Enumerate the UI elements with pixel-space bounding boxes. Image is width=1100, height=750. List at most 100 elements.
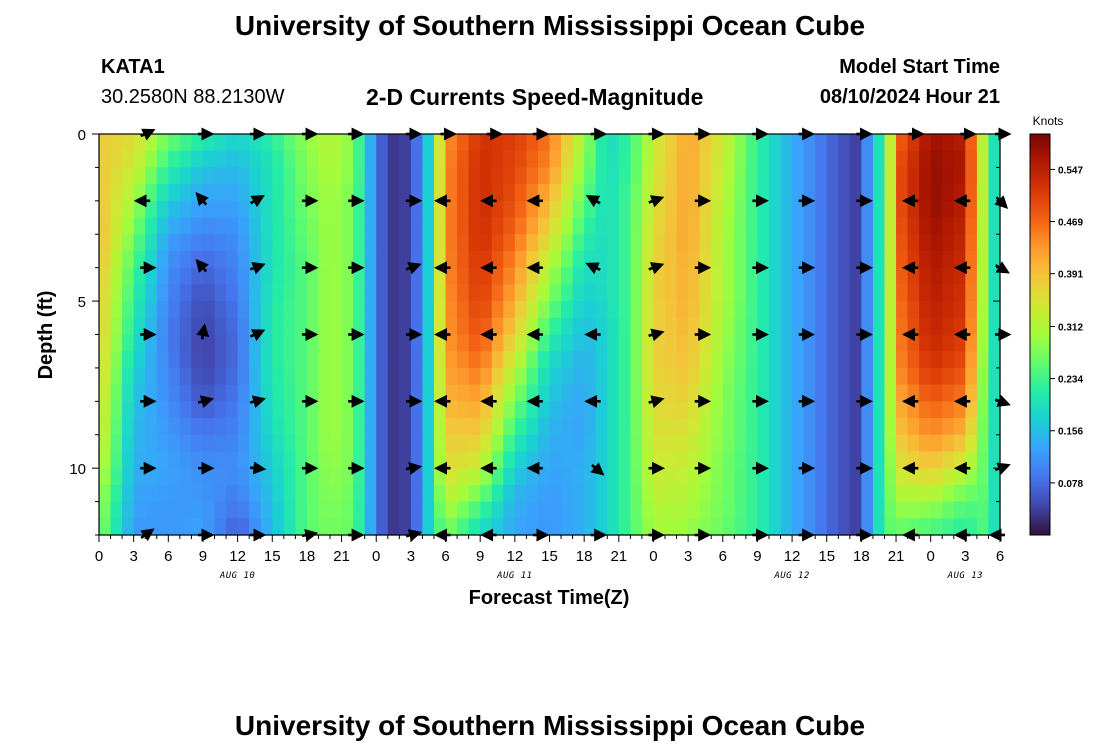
heatmap-cell — [214, 418, 227, 436]
heatmap-cell — [907, 384, 920, 402]
heatmap-cell — [815, 250, 828, 269]
heatmap-cell — [99, 451, 112, 469]
heatmap-cell — [953, 367, 966, 386]
heatmap-cell — [699, 134, 712, 152]
heatmap-cell — [457, 250, 470, 269]
heatmap-cell — [734, 301, 747, 319]
heatmap-cell — [445, 317, 458, 336]
heatmap-cell — [665, 184, 678, 202]
heatmap-cell — [353, 384, 366, 402]
heatmap-cell — [214, 317, 227, 336]
heatmap-cell — [318, 250, 331, 269]
heatmap-cell — [607, 167, 620, 185]
heatmap-cell — [306, 484, 320, 503]
heatmap-cell — [722, 217, 735, 235]
heatmap-cell — [572, 167, 585, 185]
heatmap-cell — [191, 418, 204, 436]
heatmap-cell — [988, 418, 1001, 436]
heatmap-cell — [491, 317, 504, 336]
heatmap-cell — [226, 484, 239, 503]
heatmap-cell — [930, 401, 943, 419]
heatmap-cell — [295, 301, 308, 319]
colorbar-tick-label: 0.156 — [1058, 427, 1083, 438]
heatmap-cell — [561, 451, 574, 469]
heatmap-cell — [872, 334, 886, 352]
heatmap-cell — [168, 301, 181, 319]
heatmap-cell — [237, 518, 250, 536]
heatmap-cell — [283, 367, 296, 386]
heatmap-cell — [792, 317, 805, 336]
heatmap-cell — [734, 501, 747, 519]
heatmap-cell — [965, 184, 978, 202]
heatmap-cell — [272, 518, 285, 536]
heatmap-cell — [318, 418, 331, 436]
heatmap-cell — [306, 518, 320, 536]
heatmap-cell — [168, 468, 181, 486]
heatmap-cell — [191, 501, 204, 519]
heatmap-cell — [607, 418, 620, 436]
heatmap-cell — [145, 317, 158, 336]
heatmap-cell — [919, 484, 932, 503]
heatmap-cell — [364, 301, 377, 319]
heatmap-cell — [295, 367, 308, 386]
heatmap-cell — [179, 367, 193, 386]
heatmap-cell — [272, 167, 285, 185]
heatmap-cell — [665, 351, 678, 369]
heatmap-cell — [792, 267, 805, 285]
heatmap-cell — [514, 468, 527, 486]
heatmap-cell — [607, 250, 620, 269]
heatmap-cell — [688, 468, 701, 486]
heatmap-cell — [422, 267, 435, 285]
heatmap-cell — [942, 184, 955, 202]
heatmap-cell — [480, 217, 493, 235]
heatmap-cell — [849, 134, 862, 152]
heatmap-cell — [722, 234, 735, 252]
heatmap-cell — [422, 334, 435, 352]
heatmap-cell — [110, 284, 123, 302]
heatmap-cell — [896, 401, 909, 419]
heatmap-cell — [491, 418, 504, 436]
heatmap-cell — [665, 334, 678, 352]
heatmap-cell — [653, 384, 666, 402]
heatmap-cell — [156, 150, 169, 169]
x-tick-label: 12 — [507, 548, 524, 565]
heatmap-cell — [376, 184, 389, 202]
heatmap-cell — [930, 317, 943, 336]
heatmap-cell — [422, 317, 435, 336]
heatmap-cell — [457, 468, 470, 486]
heatmap-cell — [896, 217, 909, 235]
heatmap-cell — [179, 150, 193, 169]
heatmap-cell — [353, 134, 366, 152]
heatmap-cell — [641, 301, 655, 319]
heatmap-cell — [422, 484, 435, 503]
heatmap-cell — [757, 434, 770, 453]
heatmap-cell — [549, 317, 562, 336]
heatmap-cell — [780, 418, 793, 436]
heatmap-cell — [549, 250, 562, 269]
heatmap-cell — [711, 401, 724, 419]
heatmap-cell — [410, 367, 424, 386]
heatmap-cell — [572, 217, 585, 235]
heatmap-cell — [457, 284, 470, 302]
heatmap-cell — [699, 200, 712, 219]
heatmap-cell — [734, 317, 747, 336]
heatmap-cell — [907, 484, 920, 503]
heatmap-cell — [99, 267, 112, 285]
heatmap-cell — [457, 418, 470, 436]
heatmap-cell — [630, 317, 643, 336]
heatmap-cell — [838, 334, 851, 352]
heatmap-cell — [249, 217, 262, 235]
heatmap-cell — [179, 184, 193, 202]
heatmap-cell — [849, 518, 862, 536]
heatmap-cell — [168, 317, 181, 336]
heatmap-cell — [561, 367, 574, 386]
heatmap-cell — [792, 501, 805, 519]
heatmap-cell — [861, 418, 874, 436]
heatmap-cell — [341, 317, 354, 336]
heatmap-cell — [353, 351, 366, 369]
station-coords: 30.2580N 88.2130W — [101, 86, 285, 108]
heatmap-cell — [99, 317, 112, 336]
heatmap-cell — [480, 267, 493, 285]
heatmap-cell — [353, 468, 366, 486]
heatmap-cell — [872, 434, 886, 453]
